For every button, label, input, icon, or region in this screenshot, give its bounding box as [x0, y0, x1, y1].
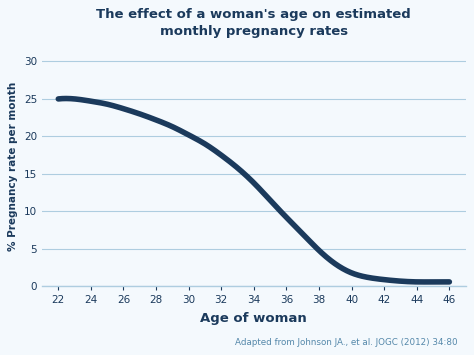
- X-axis label: Age of woman: Age of woman: [201, 312, 307, 326]
- Title: The effect of a woman's age on estimated
monthly pregnancy rates: The effect of a woman's age on estimated…: [96, 8, 411, 38]
- Y-axis label: % Pregnancy rate per month: % Pregnancy rate per month: [9, 82, 18, 251]
- Text: Adapted from Johnson JA., et al. JOGC (2012) 34:80: Adapted from Johnson JA., et al. JOGC (2…: [235, 338, 457, 347]
